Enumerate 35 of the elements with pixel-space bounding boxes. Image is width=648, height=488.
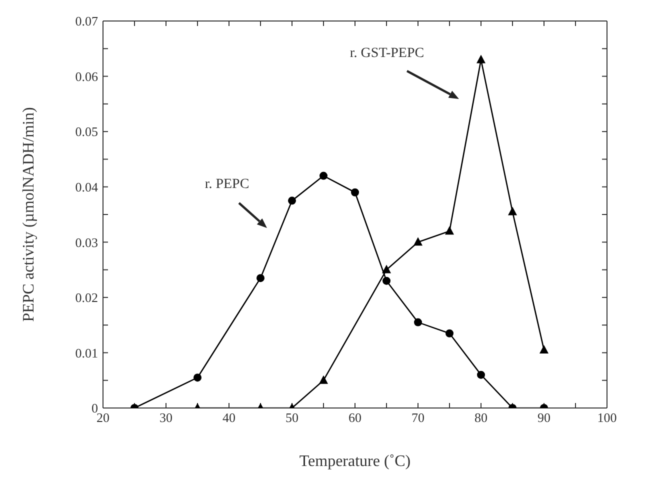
x-tick-label: 70 <box>412 410 424 426</box>
y-tick-label: 0.06 <box>75 68 98 84</box>
x-tick-label: 90 <box>538 410 550 426</box>
y-tick-label: 0 <box>92 400 98 416</box>
point <box>320 172 328 180</box>
x-tick-label: 30 <box>160 410 172 426</box>
point <box>445 226 454 235</box>
point <box>477 370 485 379</box>
point <box>540 344 548 354</box>
point <box>446 329 454 338</box>
point <box>382 276 390 285</box>
y-axis-title: PEPC activity (µmolNADH/min) <box>20 107 38 322</box>
x-tick-label: 40 <box>222 410 236 426</box>
x-tick-label: 100 <box>597 410 617 426</box>
point <box>414 237 422 246</box>
point <box>382 264 391 274</box>
y-tick-label: 0.02 <box>75 290 98 306</box>
point <box>319 375 328 384</box>
x-tick-label: 80 <box>474 410 488 426</box>
y-tick-label: 0.07 <box>75 14 98 29</box>
point <box>508 206 517 216</box>
x-axis-title: Temperature (˚C) <box>299 453 411 470</box>
y-tick-label: 0.01 <box>75 345 98 360</box>
annotation: r. GST-PEPC <box>350 46 424 61</box>
x-tick-label: 60 <box>348 410 362 426</box>
annotation: r. PEPC <box>204 177 250 192</box>
point <box>414 318 422 326</box>
point <box>256 274 264 282</box>
y-tick-label: 0.03 <box>75 234 98 250</box>
x-tick-label: 20 <box>96 410 110 426</box>
y-tick-label: 0.04 <box>75 179 98 194</box>
x-tick-label: 50 <box>286 410 298 426</box>
point <box>288 196 296 205</box>
point <box>351 188 359 196</box>
y-tick-label: 0.05 <box>75 124 98 140</box>
